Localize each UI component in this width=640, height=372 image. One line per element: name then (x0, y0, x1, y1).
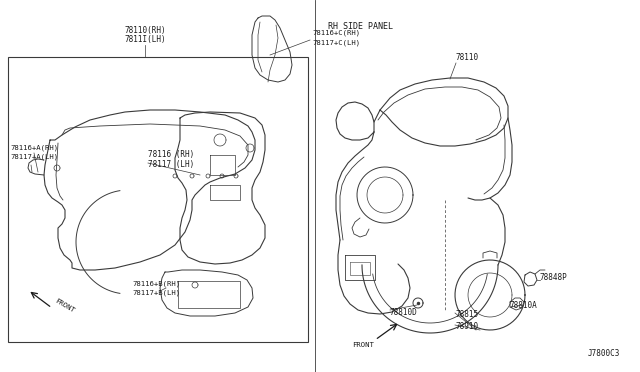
Text: 78810D: 78810D (390, 308, 418, 317)
Text: 78116+C(RH): 78116+C(RH) (312, 30, 360, 36)
Text: 78110(RH): 78110(RH) (124, 26, 166, 35)
Text: J7800C3: J7800C3 (588, 349, 620, 358)
Text: 78815: 78815 (455, 310, 478, 319)
Text: 7811I(LH): 7811I(LH) (124, 35, 166, 44)
Text: 78116+A(RH): 78116+A(RH) (10, 145, 58, 151)
Text: FRONT: FRONT (352, 342, 374, 348)
Text: 78117 (LH): 78117 (LH) (148, 160, 195, 169)
Text: 78910: 78910 (455, 322, 478, 331)
Text: 78810A: 78810A (510, 301, 538, 310)
Text: 78110: 78110 (456, 53, 479, 62)
Text: 78116 (RH): 78116 (RH) (148, 151, 195, 160)
Text: 78117+A(LH): 78117+A(LH) (10, 154, 58, 160)
Text: RH SIDE PANEL: RH SIDE PANEL (328, 22, 393, 31)
Text: 78116+B(RH): 78116+B(RH) (132, 281, 180, 287)
Bar (8, 57, 308, 342)
Text: FRONT: FRONT (54, 297, 76, 314)
Text: 78117+B(LH): 78117+B(LH) (132, 290, 180, 296)
Text: 78117+C(LH): 78117+C(LH) (312, 40, 360, 46)
Text: 78848P: 78848P (540, 273, 568, 282)
